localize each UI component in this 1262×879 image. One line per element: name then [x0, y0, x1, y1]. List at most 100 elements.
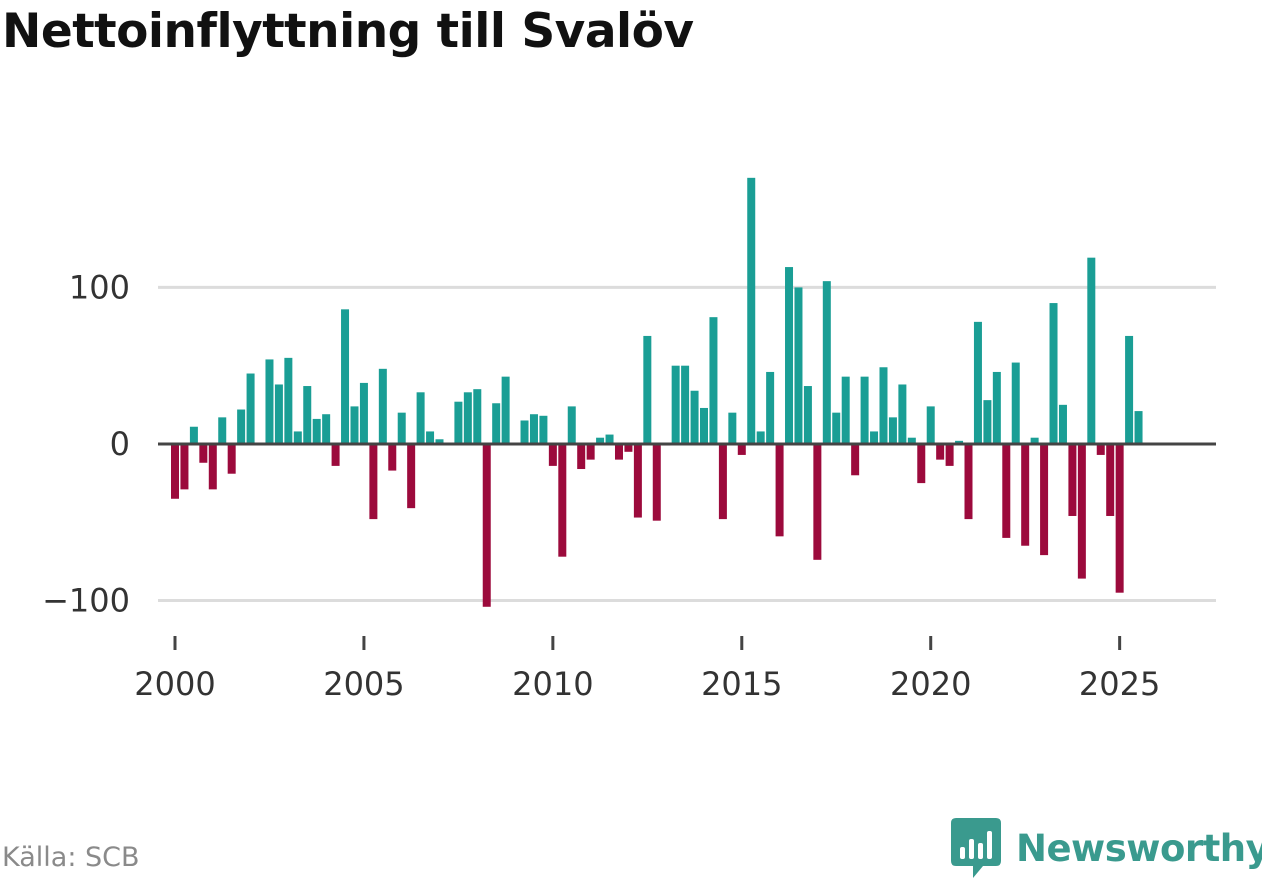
axes: 100 0 −100 2000 2005 2010 2015 2020 2025	[42, 268, 1160, 703]
bar	[1021, 443, 1030, 546]
bar	[218, 417, 227, 444]
bar	[728, 412, 737, 444]
bar	[586, 443, 595, 460]
bar	[1058, 404, 1067, 444]
bar	[955, 440, 964, 444]
bar	[794, 287, 803, 444]
newsworthy-logo-icon	[951, 818, 1001, 878]
bar	[917, 443, 926, 484]
bar	[775, 443, 784, 537]
bar	[1049, 303, 1058, 444]
y-tick-label: −100	[42, 582, 130, 620]
bar	[293, 431, 302, 444]
bar	[747, 177, 756, 444]
x-tick-label: 2020	[890, 665, 971, 703]
bars	[171, 177, 1143, 607]
bar	[208, 443, 217, 490]
chart-title: Nettoinflyttning till Svalöv	[2, 4, 694, 59]
bar	[737, 443, 746, 455]
bar	[992, 371, 1001, 444]
bar	[180, 443, 189, 490]
brand-name: Newsworthy	[1016, 826, 1262, 870]
bar	[700, 407, 708, 444]
bar	[756, 431, 765, 444]
bar	[1040, 443, 1049, 556]
bar	[907, 437, 916, 444]
bar	[936, 443, 945, 460]
bar	[803, 386, 812, 444]
x-tick-label: 2010	[512, 665, 593, 703]
bar	[633, 443, 642, 518]
bar	[671, 365, 680, 444]
x-tick-label: 2000	[134, 665, 215, 703]
bar	[596, 437, 605, 444]
bar	[369, 443, 378, 520]
bar	[766, 371, 775, 444]
bar	[246, 373, 255, 444]
bar	[284, 357, 293, 444]
bar	[577, 443, 586, 470]
bar	[690, 390, 699, 444]
bar	[860, 376, 869, 444]
bar	[341, 309, 350, 444]
bar	[454, 401, 463, 444]
bar	[501, 376, 510, 444]
bar	[785, 267, 794, 444]
bar	[520, 420, 529, 444]
bar	[1030, 437, 1039, 444]
bar	[681, 365, 690, 444]
bar	[832, 412, 841, 444]
bar	[718, 443, 727, 520]
bar	[312, 418, 321, 444]
bar	[189, 426, 198, 444]
bar	[1002, 443, 1011, 538]
bar	[435, 439, 444, 444]
bar	[397, 412, 406, 444]
bar	[492, 403, 501, 444]
bar	[237, 409, 246, 444]
bar	[350, 406, 359, 444]
bar	[539, 415, 548, 444]
bar	[473, 389, 482, 444]
grid-lines	[158, 285, 1216, 603]
bar	[426, 431, 435, 444]
bar	[407, 443, 416, 509]
bar	[973, 321, 982, 444]
bar	[303, 386, 312, 444]
source-label: Källa: SCB	[2, 842, 140, 873]
bar	[322, 414, 331, 444]
bar	[378, 368, 387, 444]
bar-chart: 100 0 −100 2000 2005 2010 2015 2020 2025	[42, 177, 1216, 703]
bar	[1077, 443, 1086, 579]
x-tick-label: 2015	[701, 665, 782, 703]
bar	[331, 443, 340, 466]
bar	[983, 400, 992, 444]
bar	[1068, 443, 1077, 516]
bar	[898, 384, 907, 444]
bar	[888, 417, 897, 444]
bar	[227, 443, 236, 474]
bar	[1106, 443, 1115, 516]
bar	[558, 443, 567, 557]
y-tick-label: 0	[110, 425, 130, 463]
x-tick-label: 2005	[323, 665, 404, 703]
bar	[1011, 362, 1020, 444]
bar	[1125, 335, 1134, 444]
bar	[822, 281, 831, 444]
bar	[1096, 443, 1105, 455]
newsworthy-brand[interactable]: Newsworthy	[950, 818, 1262, 878]
bar	[851, 443, 860, 476]
bar	[463, 392, 472, 444]
bar	[529, 414, 538, 444]
bar	[926, 406, 935, 444]
bar	[964, 443, 973, 520]
bar	[274, 384, 283, 444]
bar	[614, 443, 623, 460]
bar	[199, 443, 208, 463]
x-tick-label: 2025	[1079, 665, 1160, 703]
bar	[841, 376, 850, 444]
bar	[1087, 257, 1096, 444]
bar	[879, 367, 888, 444]
bar	[643, 335, 652, 444]
bar	[548, 443, 557, 466]
